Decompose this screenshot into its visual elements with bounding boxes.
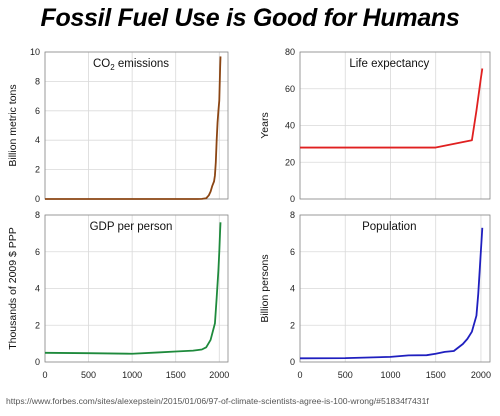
y-tick-label: 0 [35,194,40,204]
series-line-population [299,227,484,360]
y-tick-label: 0 [35,357,40,367]
y-tick-label: 60 [285,84,295,94]
y-tick-label: 8 [35,210,40,220]
x-tick-label: 2000 [209,370,229,380]
y-tick-label: 2 [35,165,40,175]
y-tick-label: 20 [285,157,295,167]
y-tick-label: 80 [285,47,295,57]
y-tick-label: 40 [285,121,295,131]
chart-title-life-expectancy: Life expectancy [349,58,429,70]
panel-gdp: 0 2 4 6 8 0 500 1000 1500 2000 GDP per person Thous… [7,210,229,380]
y-tick-label: 2 [290,320,295,330]
y-tick-label: 0 [290,357,295,367]
y-axis-label-life-expectancy: Years [259,112,271,138]
series-line-life-expectancy [300,68,484,149]
x-tick-label: 2000 [471,370,491,380]
plot-frame [44,214,229,363]
x-tick-label: 0 [42,370,47,380]
series-line-gdp [44,222,222,355]
panel-population: 0 2 4 6 8 0 500 1000 1500 2000 Population Billion p… [259,210,491,380]
panel-co2: 0 2 4 6 8 10 CO2 emissions Billion metric tons [7,47,229,204]
chart-title-population: Population [362,221,416,233]
x-tick-label: 1500 [166,370,186,380]
chart-title-gdp: GDP per person [90,221,173,233]
panel-life-expectancy: 0 20 40 60 80 Life expectancy Years [259,47,491,204]
y-axis-label-co2: Billion metric tons [7,84,19,166]
y-tick-label: 8 [35,76,40,86]
y-tick-label: 4 [35,135,40,145]
x-tick-label: 1000 [380,370,400,380]
y-tick-label: 10 [30,47,40,57]
y-tick-label: 4 [290,284,295,294]
plot-frame [44,51,229,200]
y-tick-label: 0 [290,194,295,204]
x-tick-label: 1500 [426,370,446,380]
y-tick-label: 6 [290,247,295,257]
page-title: Fossil Fuel Use is Good for Humans [40,4,460,32]
plot-frame [299,51,491,200]
plot-frame [299,214,491,363]
x-tick-label: 1000 [122,370,142,380]
y-axis-label-gdp: Thousands of 2009 $ PPP [7,227,19,350]
x-tick-label: 500 [81,370,96,380]
y-tick-label: 6 [35,247,40,257]
x-tick-label: 500 [338,370,353,380]
y-tick-label: 4 [35,284,40,294]
x-tick-label: 0 [297,370,302,380]
y-tick-label: 8 [290,210,295,220]
chart-title-co2: CO2 emissions [93,58,169,72]
y-tick-label: 6 [35,106,40,116]
series-line-co2 [45,56,222,200]
source-url: https://www.forbes.com/sites/alexepstein… [6,396,429,406]
y-axis-label-population: Billion persons [259,254,271,322]
y-tick-label: 2 [35,320,40,330]
